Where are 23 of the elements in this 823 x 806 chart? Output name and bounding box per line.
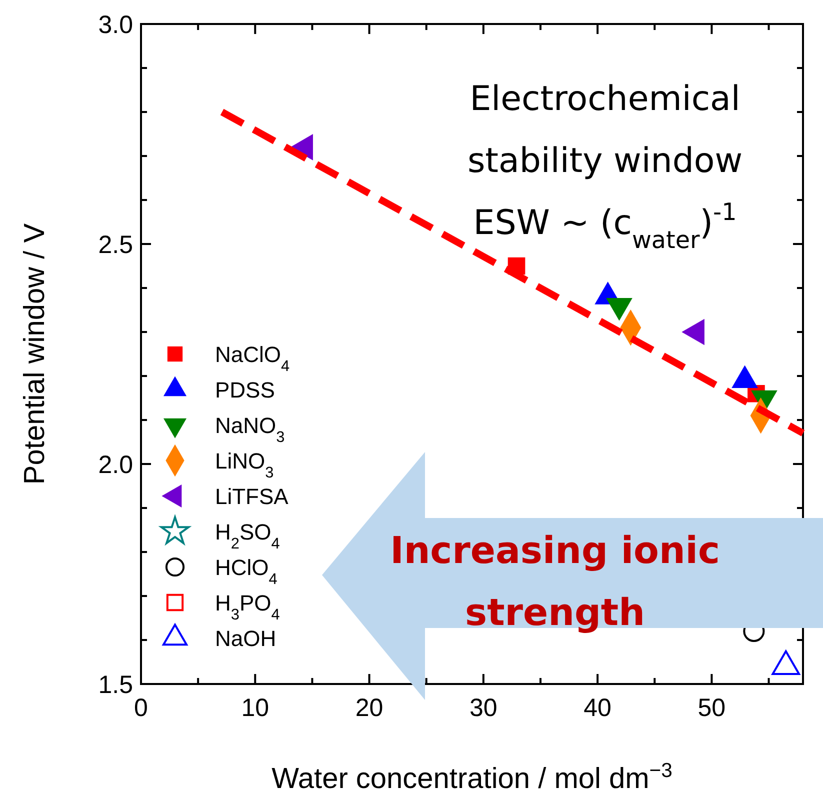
legend-label: LiNO$_{3}$ <box>215 448 274 481</box>
annotation: Electrochemical stability window ESW ~ (c$_{water}$)$^{-1}$ <box>467 79 743 254</box>
legend-label: NaNO$_{3}$ <box>215 413 285 446</box>
legend-label: LiTFSA <box>215 484 289 509</box>
x-tick-label: 40 <box>584 694 612 722</box>
x-tick-label: 30 <box>470 694 498 722</box>
legend-label: PDSS <box>215 378 275 402</box>
x-tick-label: 0 <box>134 694 148 722</box>
legend-label: HClO$_{4}$ <box>215 555 278 588</box>
y-tick-label: 3.0 <box>98 11 133 39</box>
y-tick-label: 2.5 <box>98 231 133 259</box>
x-axis-title: Water concentration / mol dm$^{−3}$ <box>272 760 672 795</box>
annotation: Increasing ionic strength <box>390 529 720 634</box>
y-axis-title: Potential window / V <box>19 222 51 485</box>
legend-label: NaOH <box>215 626 276 651</box>
x-tick-label: 10 <box>241 694 270 722</box>
legend-label: NaClO$_{4}$ <box>215 342 290 374</box>
legend-label: H$_{2}$SO$_{4}$ <box>215 520 280 552</box>
y-tick-label: 1.5 <box>98 671 133 699</box>
x-tick-label: 50 <box>698 694 726 722</box>
x-tick-label: 20 <box>355 694 384 722</box>
legend-label: H$_{3}$PO$_{4}$ <box>215 590 280 623</box>
y-tick-label: 2.0 <box>98 451 133 479</box>
